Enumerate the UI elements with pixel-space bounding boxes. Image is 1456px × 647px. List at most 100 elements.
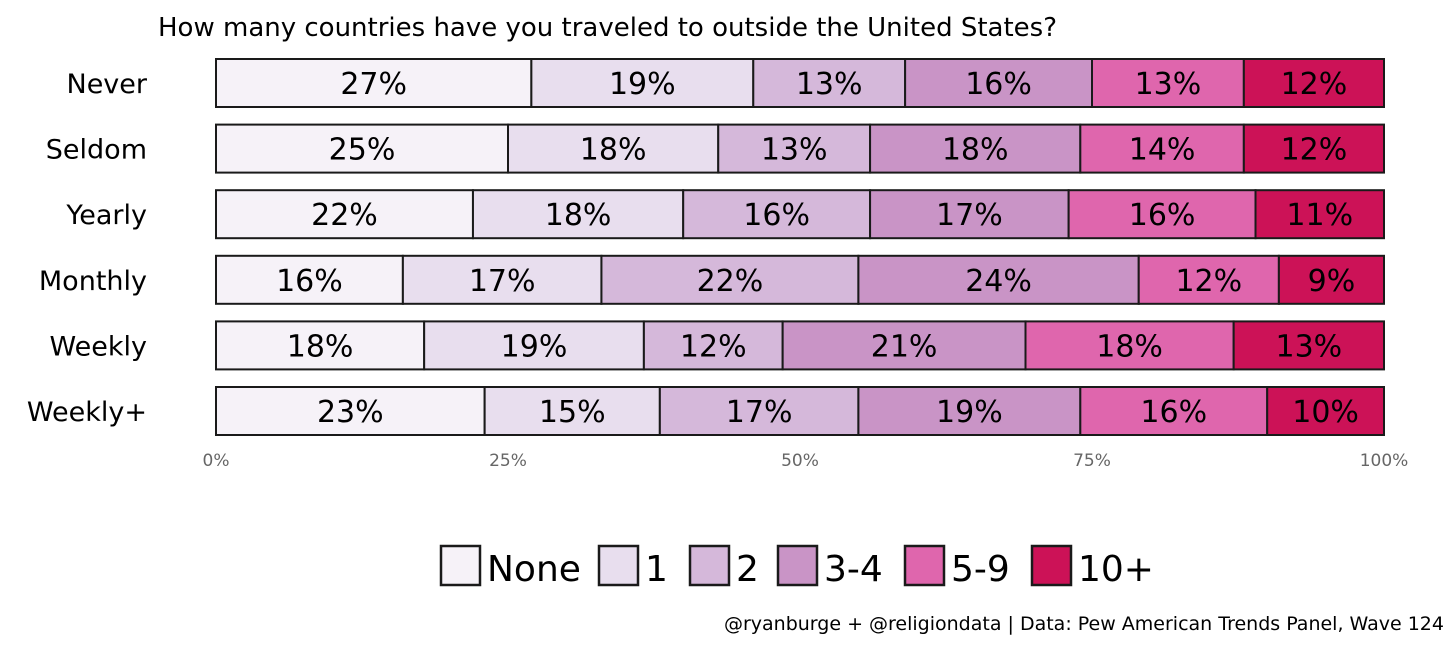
data-label: 14%	[1129, 133, 1196, 168]
bar-segment-5-9	[1024, 320, 1235, 371]
legend-label: 1	[645, 549, 668, 590]
chart-title: How many countries have you traveled to …	[158, 13, 1057, 43]
bar-row-yearly: Yearly 22% 18% 16% 17% 16% 11%	[65, 189, 1386, 240]
data-label: 22%	[697, 264, 764, 299]
bar-segment-10	[1266, 386, 1385, 436]
data-label: 12%	[1281, 133, 1348, 168]
data-label: 12%	[1281, 67, 1348, 102]
data-label: 10%	[1292, 395, 1359, 430]
data-label: 23%	[317, 395, 384, 430]
row-label: Weekly+	[27, 397, 147, 428]
x-axis-ticks: 0% 25% 50% 75% 100%	[203, 451, 1409, 471]
data-label: 18%	[942, 133, 1009, 168]
bar-segment-1	[530, 58, 755, 108]
data-label: 25%	[329, 133, 396, 168]
legend-item-2: 2	[688, 544, 759, 590]
bar-segment-1	[471, 189, 685, 240]
data-label: 18%	[545, 198, 612, 233]
bar-segment-1	[507, 123, 720, 174]
bar-segment-none	[215, 254, 404, 305]
bar-segment-3-4	[857, 386, 1082, 436]
bar-segment-10	[1277, 254, 1386, 305]
bar-segment-10	[1254, 189, 1386, 240]
bar-segment-1	[401, 254, 603, 305]
data-label: 19%	[501, 329, 568, 364]
x-tick-label: 75%	[1073, 451, 1111, 471]
row-label: Never	[67, 69, 148, 100]
legend: None 1 2 3-4 5-9 10+	[439, 544, 1154, 590]
bar-segment-none	[215, 386, 486, 436]
data-label: 15%	[539, 395, 606, 430]
data-label: 17%	[936, 198, 1003, 233]
legend-swatch	[688, 544, 731, 587]
bar-segment-2	[717, 123, 872, 174]
legend-swatch	[439, 544, 482, 587]
data-label: 18%	[287, 329, 354, 364]
row-label: Seldom	[46, 135, 147, 166]
legend-swatch	[1030, 544, 1073, 587]
data-label: 19%	[936, 395, 1003, 430]
bar-row-weekly: Weekly 18% 19% 12% 21% 18% 13%	[50, 320, 1385, 371]
source-caption: @ryanburge + @religiondata | Data: Pew A…	[724, 613, 1444, 635]
bar-rows: Never 27% 19% 13% 16% 13% 12% Seldom 25% 18% 13% 18…	[27, 58, 1386, 436]
data-label: 13%	[761, 133, 828, 168]
bar-segment-3-4	[781, 320, 1027, 371]
legend-label: 5-9	[951, 549, 1010, 590]
x-tick-label: 25%	[489, 451, 527, 471]
bar-segment-none	[215, 320, 426, 371]
data-label: 22%	[311, 198, 378, 233]
row-label: Monthly	[39, 266, 147, 297]
bar-row-never: Never 27% 19% 13% 16% 13% 12%	[67, 58, 1385, 108]
bar-segment-10	[1232, 320, 1385, 371]
legend-item-1: 1	[597, 544, 668, 590]
row-label: Yearly	[65, 200, 147, 231]
row-label: Weekly	[50, 331, 147, 362]
bar-segment-5-9	[1137, 254, 1280, 305]
bar-row-monthly: Monthly 16% 17% 22% 24% 12% 9%	[39, 254, 1386, 305]
bar-row-seldom: Seldom 25% 18% 13% 18% 14% 12%	[46, 123, 1385, 174]
data-label: 19%	[609, 67, 676, 102]
bar-segment-2	[600, 254, 860, 305]
data-label: 18%	[580, 133, 647, 168]
legend-item-none: None	[439, 544, 581, 590]
data-label: 12%	[680, 329, 747, 364]
data-label: 21%	[871, 329, 938, 364]
x-tick-label: 50%	[781, 451, 819, 471]
data-label: 12%	[1175, 264, 1242, 299]
legend-swatch	[597, 544, 640, 587]
data-label: 9%	[1308, 264, 1356, 299]
data-label: 24%	[965, 264, 1032, 299]
legend-item-10: 10+	[1030, 544, 1154, 590]
bar-segment-2	[642, 320, 784, 371]
bar-row-weekly: Weekly+ 23% 15% 17% 19% 16% 10%	[27, 386, 1385, 436]
data-label: 16%	[276, 264, 343, 299]
legend-swatch	[903, 544, 946, 587]
data-label: 17%	[469, 264, 536, 299]
bar-segment-none	[215, 58, 533, 108]
legend-label: None	[487, 549, 581, 590]
data-label: 17%	[726, 395, 793, 430]
bar-segment-5-9	[1091, 58, 1245, 108]
bar-segment-none	[215, 189, 474, 240]
bar-segment-3-4	[857, 254, 1140, 305]
legend-item-5-9: 5-9	[903, 544, 1010, 590]
legend-label: 2	[736, 549, 759, 590]
bar-segment-10	[1242, 123, 1385, 174]
bar-segment-5-9	[1079, 386, 1269, 436]
data-label: 13%	[1275, 329, 1342, 364]
data-label: 13%	[796, 67, 863, 102]
bar-segment-2	[752, 58, 907, 108]
x-tick-label: 100%	[1360, 451, 1409, 471]
legend-label: 10+	[1078, 549, 1154, 590]
data-label: 16%	[965, 67, 1032, 102]
bar-segment-3-4	[869, 189, 1070, 240]
legend-label: 3-4	[824, 549, 883, 590]
data-label: 16%	[743, 198, 810, 233]
data-label: 16%	[1140, 395, 1207, 430]
data-label: 16%	[1129, 198, 1196, 233]
legend-item-3-4: 3-4	[776, 544, 883, 590]
data-label: 27%	[340, 67, 407, 102]
data-label: 18%	[1096, 329, 1163, 364]
x-tick-label: 0%	[203, 451, 230, 471]
